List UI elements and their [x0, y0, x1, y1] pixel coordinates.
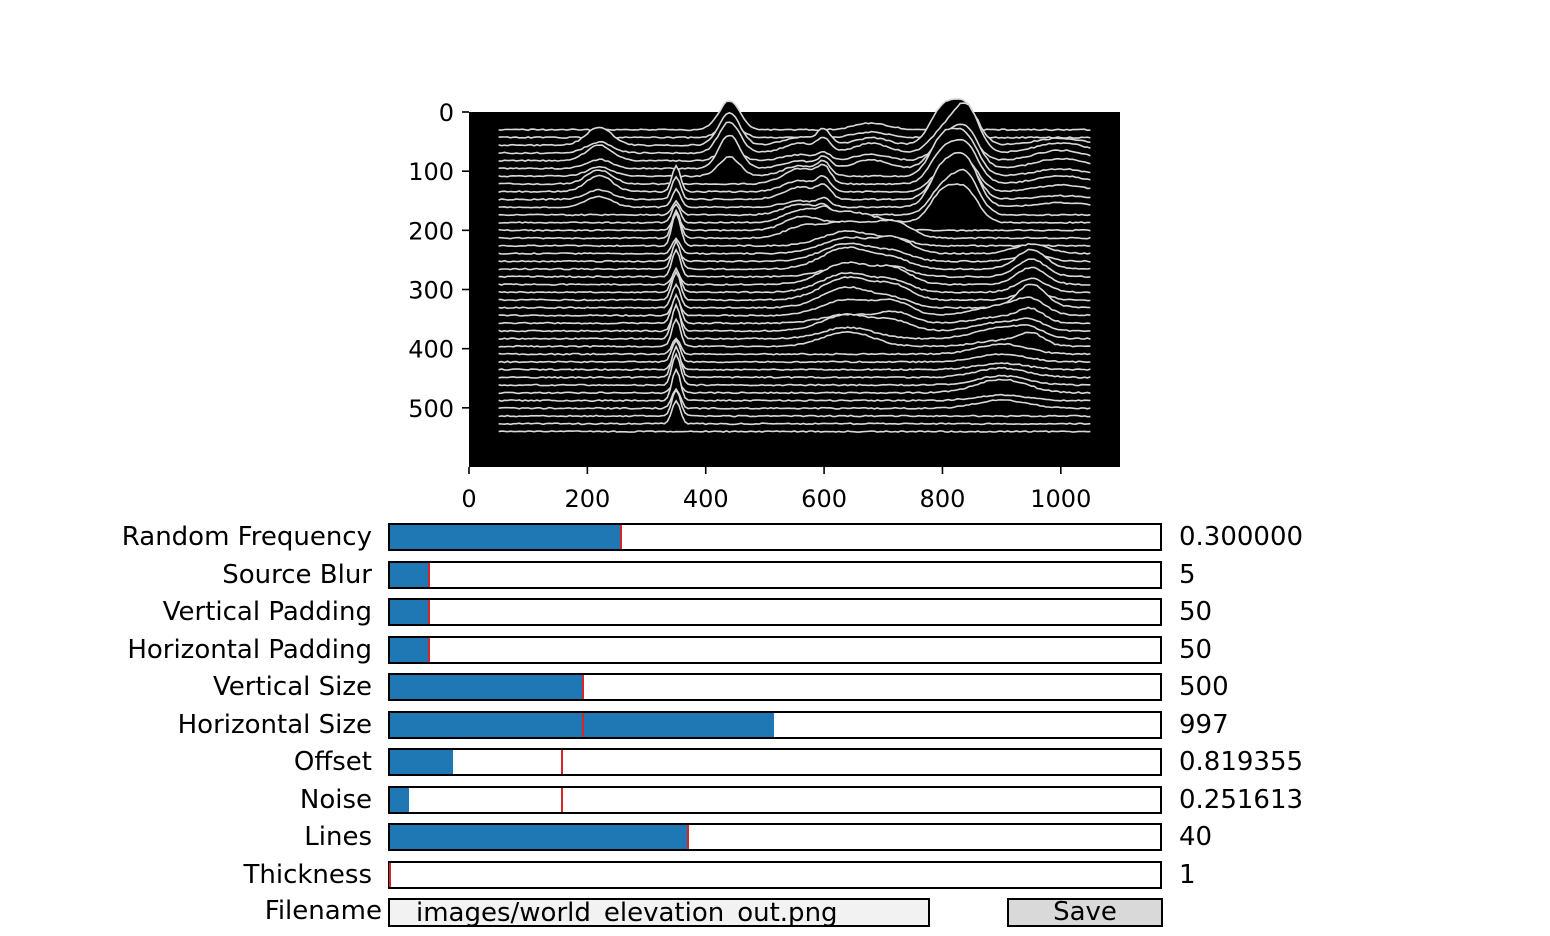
slider-fill [390, 750, 454, 774]
slider-value-random-frequency: 0.300000 [1179, 522, 1304, 552]
slider-horizontal-size[interactable] [388, 710, 1162, 739]
ridge-line [498, 399, 1091, 426]
x-tick-label: 0 [461, 485, 476, 513]
slider-source-blur[interactable] [388, 560, 1162, 589]
slider-fill [390, 525, 621, 549]
slider-initial-marker [581, 675, 584, 699]
slider-initial-marker [560, 750, 563, 774]
x-tick-label: 200 [564, 485, 610, 513]
x-tick-label: 1000 [1030, 485, 1091, 513]
slider-value-offset: 0.819355 [1179, 747, 1304, 777]
plot-area [469, 98, 1120, 467]
plot-axes: 0 200 400 600 800 1000 0 100 200 300 400 500 [408, 99, 1091, 513]
ridge-line [498, 387, 1091, 410]
slider-vertical-size[interactable] [388, 673, 1162, 701]
slider-value-vertical-size: 500 [1179, 672, 1229, 702]
slider-label-vertical-padding: Vertical Padding [162, 597, 372, 627]
x-tick-label: 400 [683, 485, 729, 513]
filename-label: Filename [264, 896, 382, 926]
slider-initial-marker [560, 787, 563, 812]
slider-initial-marker [581, 712, 584, 737]
slider-value-source-blur: 5 [1179, 559, 1196, 590]
slider-label-horizontal-size: Horizontal Size [177, 709, 372, 740]
ridge-line [498, 376, 1091, 395]
ridge-line [498, 337, 1091, 356]
slider-fill [390, 600, 429, 624]
slider-value-thickness: 1 [1179, 859, 1196, 890]
slider-thickness[interactable] [388, 860, 1162, 889]
slider-label-random-frequency: Random Frequency [121, 522, 372, 552]
slider-label-source-blur: Source Blur [222, 559, 372, 590]
y-tick-label: 300 [408, 277, 454, 305]
x-tick-label: 600 [801, 485, 847, 513]
slider-label-vertical-size: Vertical Size [213, 672, 372, 702]
slider-label-offset: Offset [293, 747, 372, 777]
slider-initial-marker [686, 825, 689, 849]
slider-label-horizontal-padding: Horizontal Padding [127, 634, 372, 665]
slider-fill [390, 825, 688, 849]
filename-input[interactable] [388, 898, 930, 927]
y-tick-label: 400 [408, 336, 454, 364]
slider-value-lines: 40 [1179, 822, 1213, 852]
ridge-line [498, 183, 1091, 225]
y-tick-label: 500 [408, 395, 454, 423]
slider-offset[interactable] [388, 748, 1162, 776]
ridge-line [498, 367, 1091, 403]
slider-vertical-padding[interactable] [388, 598, 1162, 626]
slider-random-frequency[interactable] [388, 523, 1162, 551]
slider-fill [390, 562, 429, 587]
slider-initial-marker [427, 600, 430, 624]
ridge-line [498, 430, 1091, 433]
slider-fill [390, 787, 410, 812]
slider-value-vertical-padding: 50 [1179, 597, 1213, 627]
slider-fill [390, 675, 583, 699]
slider-lines[interactable] [388, 823, 1162, 851]
ridge-line [498, 213, 1091, 232]
save-button[interactable]: Save [1007, 898, 1163, 927]
slider-initial-marker [427, 637, 430, 662]
ridge-line [498, 352, 1091, 387]
slider-fill [390, 637, 429, 662]
slider-value-horizontal-padding: 50 [1179, 634, 1213, 665]
y-tick-label: 100 [408, 158, 454, 186]
ridge-line [498, 208, 1091, 240]
slider-initial-marker [427, 562, 430, 587]
ridge-line [498, 317, 1091, 348]
slider-initial-marker [620, 525, 622, 549]
y-tick-label: 0 [439, 99, 454, 127]
ridge-line [498, 344, 1091, 379]
ridge-line [498, 210, 1091, 248]
slider-initial-marker [389, 862, 391, 887]
ridge-line [498, 351, 1091, 372]
slider-value-horizontal-size: 997 [1179, 709, 1229, 740]
ridge-line [498, 388, 1091, 418]
slider-value-noise: 0.251613 [1179, 784, 1304, 815]
slider-horizontal-padding[interactable] [388, 635, 1162, 664]
ridge-line [498, 338, 1091, 364]
slider-label-lines: Lines [304, 822, 372, 852]
y-tick-label: 200 [408, 217, 454, 245]
elevation-ridgeline-plot: 0 200 400 600 800 1000 0 100 200 300 400 500 [408, 98, 1120, 513]
x-tick-label: 800 [920, 485, 966, 513]
slider-label-noise: Noise [299, 784, 372, 815]
slider-label-thickness: Thickness [243, 859, 372, 890]
slider-noise[interactable] [388, 785, 1162, 814]
